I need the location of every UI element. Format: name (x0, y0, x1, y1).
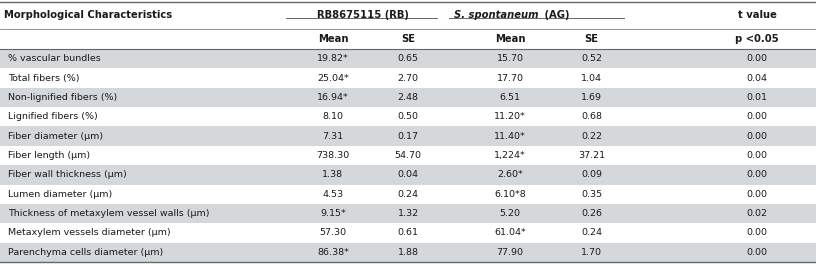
Text: 0.26: 0.26 (581, 209, 602, 218)
Text: 1.70: 1.70 (581, 248, 602, 257)
Text: Thickness of metaxylem vessel walls (μm): Thickness of metaxylem vessel walls (μm) (8, 209, 210, 218)
Text: 0.35: 0.35 (581, 190, 602, 199)
Text: 0.00: 0.00 (747, 228, 768, 237)
Text: 0.04: 0.04 (747, 74, 768, 83)
Text: 1.32: 1.32 (397, 209, 419, 218)
Text: 11.40*: 11.40* (494, 132, 526, 141)
Text: Mean: Mean (494, 34, 526, 44)
Text: 0.00: 0.00 (747, 112, 768, 121)
Bar (0, 185, 816, 204)
Text: 0.22: 0.22 (581, 132, 602, 141)
Text: 0.24: 0.24 (397, 190, 419, 199)
Text: Mean: Mean (317, 34, 348, 44)
Text: SE: SE (584, 34, 599, 44)
Text: 0.52: 0.52 (581, 54, 602, 63)
Bar (0, 49, 816, 68)
Text: 0.00: 0.00 (747, 248, 768, 257)
Text: 19.82*: 19.82* (317, 54, 348, 63)
Text: 5.20: 5.20 (499, 209, 521, 218)
Text: % vascular bundles: % vascular bundles (8, 54, 101, 63)
Bar (0, 146, 816, 165)
Text: 1.04: 1.04 (581, 74, 602, 83)
Text: 7.31: 7.31 (322, 132, 344, 141)
Bar (0, 223, 816, 243)
Text: 1.88: 1.88 (397, 248, 419, 257)
Text: 0.68: 0.68 (581, 112, 602, 121)
Text: 6.10*8: 6.10*8 (494, 190, 526, 199)
Text: 57.30: 57.30 (319, 228, 347, 237)
Text: 0.17: 0.17 (397, 132, 419, 141)
Text: 16.94*: 16.94* (317, 93, 348, 102)
Text: 2.60*: 2.60* (497, 170, 523, 179)
Text: 11.20*: 11.20* (494, 112, 526, 121)
Text: 9.15*: 9.15* (320, 209, 346, 218)
Text: 0.09: 0.09 (581, 170, 602, 179)
Text: Lumen diameter (μm): Lumen diameter (μm) (8, 190, 113, 199)
Text: 0.24: 0.24 (581, 228, 602, 237)
Text: 0.00: 0.00 (747, 190, 768, 199)
Text: 17.70: 17.70 (496, 74, 524, 83)
Text: S. spontaneum: S. spontaneum (454, 11, 539, 21)
Text: Fiber length (μm): Fiber length (μm) (8, 151, 91, 160)
Text: 61.04*: 61.04* (494, 228, 526, 237)
Text: Total fibers (%): Total fibers (%) (8, 74, 80, 83)
Text: 738.30: 738.30 (317, 151, 349, 160)
Text: 0.01: 0.01 (747, 93, 768, 102)
Text: (AG): (AG) (541, 11, 570, 21)
Text: 0.00: 0.00 (747, 132, 768, 141)
Bar (0, 107, 816, 126)
Bar (0, 165, 816, 185)
Text: 2.70: 2.70 (397, 74, 419, 83)
Text: Morphological Characteristics: Morphological Characteristics (4, 11, 172, 21)
Text: 1,224*: 1,224* (494, 151, 526, 160)
Text: Parenchyma cells diameter (μm): Parenchyma cells diameter (μm) (8, 248, 163, 257)
Text: 77.90: 77.90 (496, 248, 524, 257)
Bar (0, 204, 816, 223)
Text: Fiber diameter (μm): Fiber diameter (μm) (8, 132, 104, 141)
Text: 0.02: 0.02 (747, 209, 768, 218)
Text: Fiber wall thickness (μm): Fiber wall thickness (μm) (8, 170, 127, 179)
Text: Metaxylem vessels diameter (μm): Metaxylem vessels diameter (μm) (8, 228, 171, 237)
Text: 1.69: 1.69 (581, 93, 602, 102)
Text: 0.00: 0.00 (747, 151, 768, 160)
Text: 0.00: 0.00 (747, 170, 768, 179)
Text: 0.65: 0.65 (397, 54, 419, 63)
Text: 0.04: 0.04 (397, 170, 419, 179)
Text: 25.04*: 25.04* (317, 74, 348, 83)
Text: 2.48: 2.48 (397, 93, 419, 102)
Text: Non-lignified fibers (%): Non-lignified fibers (%) (8, 93, 118, 102)
Bar (0, 2, 816, 29)
Text: 1.38: 1.38 (322, 170, 344, 179)
Bar (0, 29, 816, 49)
Text: SE: SE (401, 34, 415, 44)
Text: 4.53: 4.53 (322, 190, 344, 199)
Text: 8.10: 8.10 (322, 112, 344, 121)
Text: 0.50: 0.50 (397, 112, 419, 121)
Text: 0.61: 0.61 (397, 228, 419, 237)
Text: RB8675115 (RB): RB8675115 (RB) (317, 11, 409, 21)
Bar (0, 88, 816, 107)
Bar (0, 126, 816, 146)
Text: 86.38*: 86.38* (317, 248, 349, 257)
Text: 6.51: 6.51 (499, 93, 521, 102)
Text: 15.70: 15.70 (496, 54, 524, 63)
Text: t value: t value (738, 11, 777, 21)
Text: 0.00: 0.00 (747, 54, 768, 63)
Text: 54.70: 54.70 (394, 151, 422, 160)
Text: Lignified fibers (%): Lignified fibers (%) (8, 112, 98, 121)
Bar (0, 68, 816, 88)
Bar (0, 243, 816, 262)
Text: p <0.05: p <0.05 (735, 34, 779, 44)
Text: 37.21: 37.21 (578, 151, 605, 160)
